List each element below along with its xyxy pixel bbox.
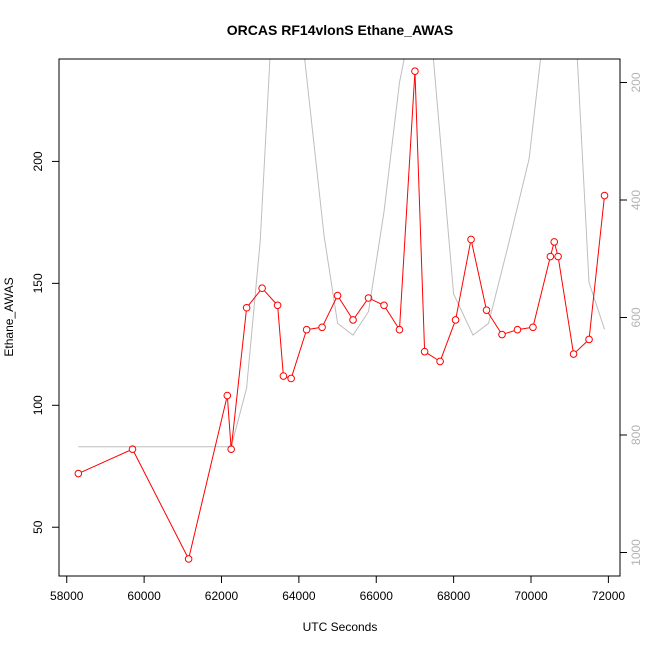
pressure-line [78, 59, 605, 448]
ethane-line-segment [520, 327, 530, 330]
ethane-point [74, 469, 83, 478]
ethane-line-segment [227, 398, 232, 446]
ethane-point [513, 325, 522, 334]
ethane-point [302, 325, 311, 334]
ethane-point [436, 357, 444, 366]
ethane-point [318, 323, 326, 332]
ethane-series [74, 67, 609, 563]
ethane-line-segment [277, 308, 284, 373]
ethane-point [349, 316, 357, 324]
ethane-line-segment [263, 290, 276, 304]
x-tick-label: 68000 [437, 589, 471, 603]
y2-tick-label: 400 [629, 190, 643, 210]
ethane-point [279, 372, 288, 380]
ethane-line-segment [550, 244, 554, 254]
ethane-line-segment [188, 398, 228, 556]
ethane-line-segment [588, 198, 605, 337]
ethane-line-segment [81, 450, 130, 473]
ethane-line-segment [504, 330, 515, 335]
ethane-line-segment [248, 290, 261, 306]
x-tick-label: 62000 [205, 589, 239, 603]
x-tick-label: 60000 [127, 589, 161, 603]
ethane-point [420, 347, 429, 356]
ethane-point [451, 316, 460, 324]
ethane-line-segment [323, 298, 337, 325]
y-tick-label: 50 [31, 520, 45, 534]
ethane-point [223, 391, 232, 400]
ethane-line-segment [533, 259, 551, 325]
ethane-line-segment [133, 451, 188, 557]
ethane-line-segment [414, 74, 426, 349]
y2-tick-label: 200 [629, 72, 643, 92]
ethane-line-segment [385, 307, 399, 328]
ethane-point [550, 238, 559, 246]
ethane-point [600, 191, 609, 200]
ethane-point [227, 445, 235, 453]
ethane-line-segment [427, 352, 438, 361]
ethane-point [333, 291, 342, 300]
chart-title: ORCAS RF14vlonS Ethane_AWAS [227, 22, 453, 38]
ethane-line-segment [440, 322, 455, 359]
y-tick-label: 200 [31, 151, 45, 171]
y2-axis: 200 400 600 800 1000 [619, 72, 643, 566]
y-axis-label: Ethane_AWAS [2, 277, 16, 356]
x-tick-label: 70000 [514, 589, 548, 603]
ethane-line-segment [554, 244, 558, 254]
ethane-line-segment [231, 310, 247, 446]
x-axis-label: UTC Seconds [303, 620, 378, 634]
ethane-line-segment [558, 259, 574, 351]
ethane-point [569, 350, 578, 358]
pressure-series [78, 59, 605, 448]
x-tick-label: 58000 [50, 589, 84, 603]
ethane-point [364, 294, 373, 302]
ethane-point [258, 284, 266, 293]
ethane-line-segment [399, 74, 416, 327]
ethane-point [380, 301, 388, 310]
ethane-line-segment [455, 242, 471, 317]
ethane-point [585, 335, 593, 344]
ethane-point [184, 555, 193, 563]
x-axis: 58000 60000 62000 64000 66000 68000 70000 72000 [50, 575, 626, 603]
ethane-point [482, 306, 491, 314]
ethane-line-segment [471, 242, 487, 308]
ethane-line-segment [291, 332, 307, 376]
x-tick-label: 66000 [360, 589, 394, 603]
ethane-point [128, 445, 137, 453]
y-tick-label: 100 [31, 395, 45, 415]
ethane-point [554, 252, 562, 261]
ethane-point [467, 235, 475, 244]
ethane-line-segment [338, 298, 352, 318]
ethane-point [498, 330, 506, 339]
y2-tick-label: 600 [629, 307, 643, 327]
ethane-line-segment [575, 341, 587, 353]
ethane-line-segment [371, 298, 382, 305]
y2-tick-label: 800 [629, 425, 643, 445]
ethane-point [411, 67, 419, 75]
ethane-point [273, 301, 282, 310]
x-tick-label: 72000 [592, 589, 626, 603]
x-tick-label: 64000 [282, 589, 316, 603]
ethane-point [529, 323, 537, 332]
ethane-line-segment [487, 312, 501, 333]
ethane-point [287, 374, 295, 383]
ethane-line-segment [309, 327, 319, 330]
ethane-line-segment [354, 300, 368, 318]
y-tick-label: 150 [31, 273, 45, 293]
ethane-point [546, 252, 555, 261]
ethane-point [395, 325, 404, 334]
ethane-point [242, 303, 251, 312]
y2-tick-label: 1000 [629, 539, 643, 566]
y-axis: 50 100 150 200 [31, 151, 60, 534]
